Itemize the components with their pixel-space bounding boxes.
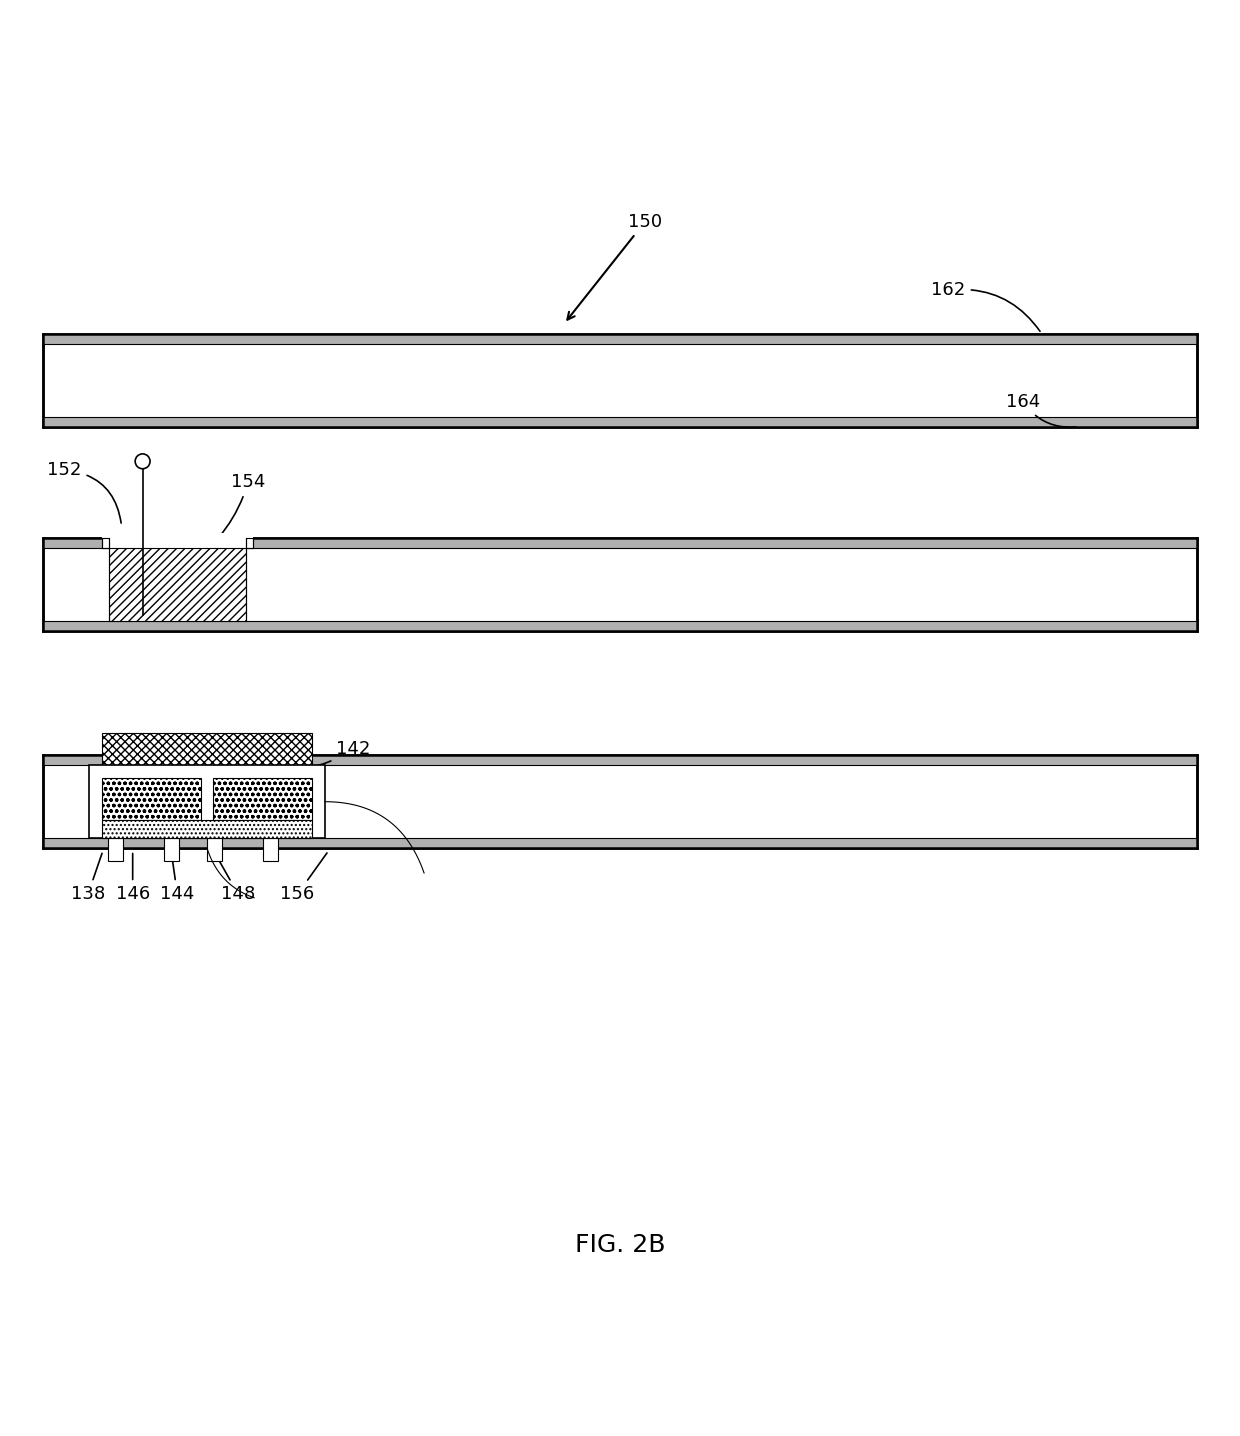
Text: 148: 148 [218, 859, 255, 903]
Bar [108, 839, 123, 860]
Bar [246, 538, 253, 549]
Text: 146: 146 [115, 853, 150, 903]
Bar [102, 732, 312, 765]
Bar [109, 549, 246, 622]
Text: 162: 162 [931, 281, 1040, 332]
Bar [102, 538, 109, 549]
Bar [102, 820, 312, 839]
Bar [43, 416, 1197, 426]
Text: FIG. 2B: FIG. 2B [575, 1234, 665, 1256]
Text: 144: 144 [160, 853, 195, 903]
Bar [263, 839, 278, 860]
Bar [89, 765, 325, 839]
Text: 152: 152 [47, 461, 122, 523]
Bar [43, 538, 1197, 549]
Bar [109, 536, 246, 549]
Text: 150: 150 [568, 213, 662, 320]
Bar [43, 839, 1197, 849]
Bar [43, 333, 1197, 343]
Text: 154: 154 [182, 474, 265, 567]
Text: 138: 138 [71, 853, 105, 903]
Bar [43, 622, 1197, 632]
Text: 156: 156 [280, 853, 327, 903]
Bar [43, 333, 1197, 426]
Bar [207, 839, 222, 860]
Bar [102, 533, 253, 549]
Bar [213, 777, 312, 820]
Bar [43, 538, 1197, 632]
Bar [102, 754, 312, 767]
Text: 142: 142 [226, 740, 371, 771]
Bar [164, 839, 179, 860]
Bar [43, 755, 1197, 765]
Bar [102, 777, 201, 820]
Bar [43, 755, 1197, 849]
Text: 164: 164 [1006, 393, 1076, 426]
